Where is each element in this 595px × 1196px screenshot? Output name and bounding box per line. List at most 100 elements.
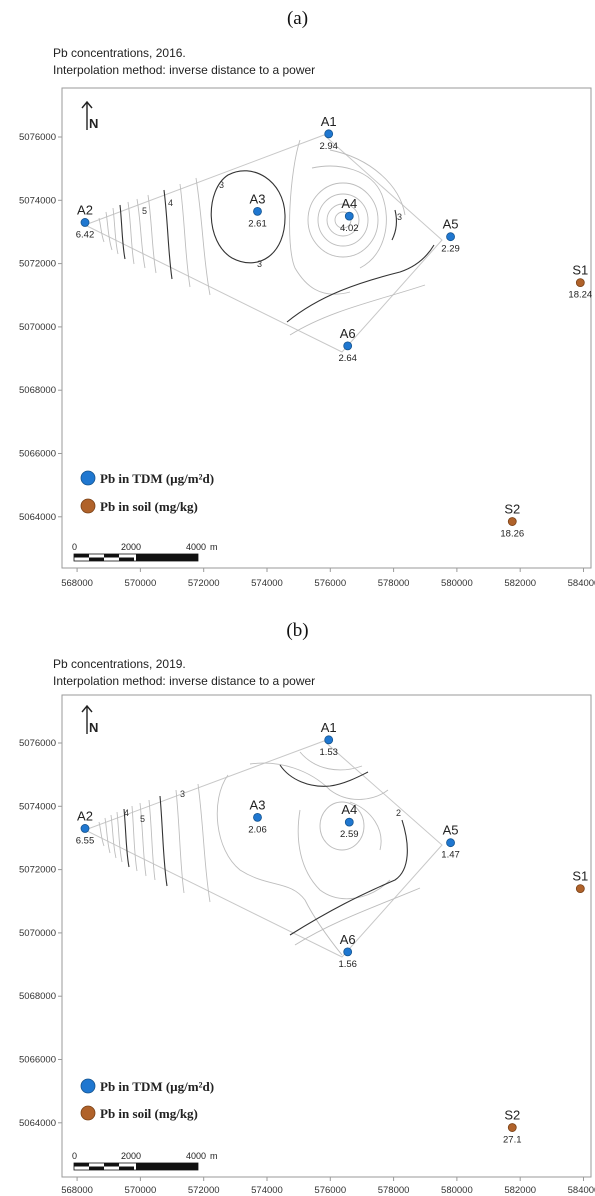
site-marker [507, 1123, 517, 1132]
scale-label-2000: 2000 [121, 1151, 141, 1161]
y-tick-label: 5068000 [19, 991, 56, 1002]
site-marker [253, 206, 262, 216]
legend-tdm-marker [80, 1078, 96, 1094]
site-marker [80, 218, 90, 227]
site-marker [507, 517, 517, 526]
site-s1[interactable]: S1 [572, 869, 588, 893]
panel-a-letter: (a) [286, 8, 309, 29]
site-value: 18.26 [500, 529, 524, 540]
x-tick-label: 580000 [441, 578, 473, 589]
x-tick-label: 576000 [314, 578, 346, 589]
site-s2[interactable]: S2 18.26 [500, 502, 524, 540]
map-b-scale-bar: 0 2000 4000 m [72, 1151, 218, 1171]
map-a-legend: Pb in TDM (µg/m²d) Pb in soil (mg/kg) [80, 470, 214, 514]
panel-a-map: 568000 570000 572000 574000 576000 578000 5800… [19, 87, 595, 589]
site-s1[interactable]: S1 18.24 [568, 263, 592, 301]
legend-soil-label: Pb in soil (mg/kg) [100, 499, 198, 514]
site-value: 6.55 [76, 835, 95, 846]
y-tick-label: 5074000 [19, 195, 56, 206]
x-tick-label: 568000 [61, 578, 93, 589]
x-tick-label: 582000 [504, 1185, 536, 1196]
site-a3[interactable]: A3 2.06 [248, 797, 267, 835]
site-name: A4 [341, 802, 357, 817]
site-marker [324, 735, 334, 745]
site-a2[interactable]: A2 6.42 [76, 202, 95, 240]
site-a6[interactable]: A6 2.64 [338, 326, 357, 364]
site-value: 4.02 [340, 223, 359, 234]
map-a-scale-bar: 0 2000 4000 m [72, 542, 218, 562]
site-marker [343, 947, 353, 957]
site-value: 1.56 [338, 959, 357, 970]
map-a-y-ticks: 5076000 5074000 5072000 5070000 5068000 50660… [19, 132, 62, 523]
site-value: 6.42 [76, 229, 95, 240]
site-a4[interactable]: A4 2.59 [340, 802, 359, 840]
x-tick-label: 574000 [251, 1185, 283, 1196]
site-marker [446, 232, 455, 242]
site-name: A1 [321, 720, 337, 735]
site-a3[interactable]: A3 2.61 [248, 191, 267, 229]
map-b-x-ticks: 568000 570000 572000 574000 576000 578000 5800… [61, 1177, 595, 1196]
contour-lines [98, 751, 421, 956]
x-tick-label: 584000 [568, 1185, 595, 1196]
contour-label: 4 [168, 198, 173, 208]
site-marker [446, 838, 455, 848]
contour-label: 3 [257, 259, 262, 269]
site-s2[interactable]: S2 27.1 [503, 1108, 522, 1146]
map-b-legend: Pb in TDM (µg/m²d) Pb in soil (mg/kg) [80, 1078, 214, 1121]
y-tick-label: 5074000 [19, 801, 56, 812]
site-a4[interactable]: A4 4.02 [340, 196, 359, 234]
site-value: 27.1 [503, 1135, 522, 1146]
x-tick-label: 584000 [568, 578, 595, 589]
north-label: N [89, 720, 98, 735]
x-tick-label: 570000 [125, 578, 157, 589]
site-a1[interactable]: A1 2.94 [319, 114, 338, 152]
site-value: 2.29 [441, 244, 460, 255]
legend-soil-label: Pb in soil (mg/kg) [100, 1106, 198, 1121]
y-tick-label: 5070000 [19, 928, 56, 939]
scale-unit: m [210, 542, 218, 552]
site-marker [324, 129, 334, 139]
y-tick-label: 5072000 [19, 865, 56, 876]
y-tick-label: 5064000 [19, 1118, 56, 1129]
panel-b-letter: (b) [286, 620, 309, 641]
legend-soil-marker [80, 498, 96, 514]
site-name: S2 [504, 502, 520, 517]
site-name: A4 [341, 196, 357, 211]
contour-lines [98, 139, 435, 336]
site-a5[interactable]: A5 2.29 [441, 217, 460, 255]
x-tick-label: 572000 [188, 1185, 220, 1196]
contour-label: 5 [140, 814, 145, 824]
site-name: A2 [77, 808, 93, 823]
site-a1[interactable]: A1 1.53 [319, 720, 338, 758]
y-tick-label: 5076000 [19, 738, 56, 749]
site-value: 2.06 [248, 824, 267, 835]
y-tick-label: 5070000 [19, 322, 56, 333]
site-marker [575, 884, 585, 893]
contour-labels: 5 4 3 2 [124, 789, 401, 824]
legend-tdm-label: Pb in TDM (µg/m²d) [100, 1079, 214, 1094]
panel-a-title-line1: Pb concentrations, 2016. [53, 46, 186, 60]
site-a2[interactable]: A2 6.55 [76, 808, 95, 846]
site-marker [575, 278, 585, 287]
site-value: 1.53 [319, 747, 338, 758]
site-value: 1.47 [441, 850, 460, 861]
x-tick-label: 580000 [441, 1185, 473, 1196]
site-marker [253, 812, 262, 822]
x-tick-label: 576000 [314, 1185, 346, 1196]
map-a-frame [61, 87, 592, 569]
contour-label: 5 [142, 206, 147, 216]
legend-soil-marker [80, 1105, 96, 1121]
site-value: 2.59 [340, 829, 359, 840]
site-a5[interactable]: A5 1.47 [441, 823, 460, 861]
site-name: A3 [250, 191, 266, 206]
map-a-x-ticks: 568000 570000 572000 574000 576000 578000 5800… [61, 568, 595, 589]
y-tick-label: 5066000 [19, 449, 56, 460]
scale-label-4000: 4000 [186, 542, 206, 552]
map-a-sites: A1 2.94 A2 6.42 A3 2.61 A4 4.02 A5 2.29 A6 2.64 S1 18… [76, 114, 592, 540]
contour-label: 4 [124, 808, 129, 818]
panel-a-title-line2: Interpolation method: inverse distance t… [53, 63, 316, 77]
north-arrow-icon: N [81, 100, 98, 131]
site-a6[interactable]: A6 1.56 [338, 932, 357, 970]
scale-unit: m [210, 1151, 218, 1161]
legend-tdm-marker [80, 470, 96, 486]
